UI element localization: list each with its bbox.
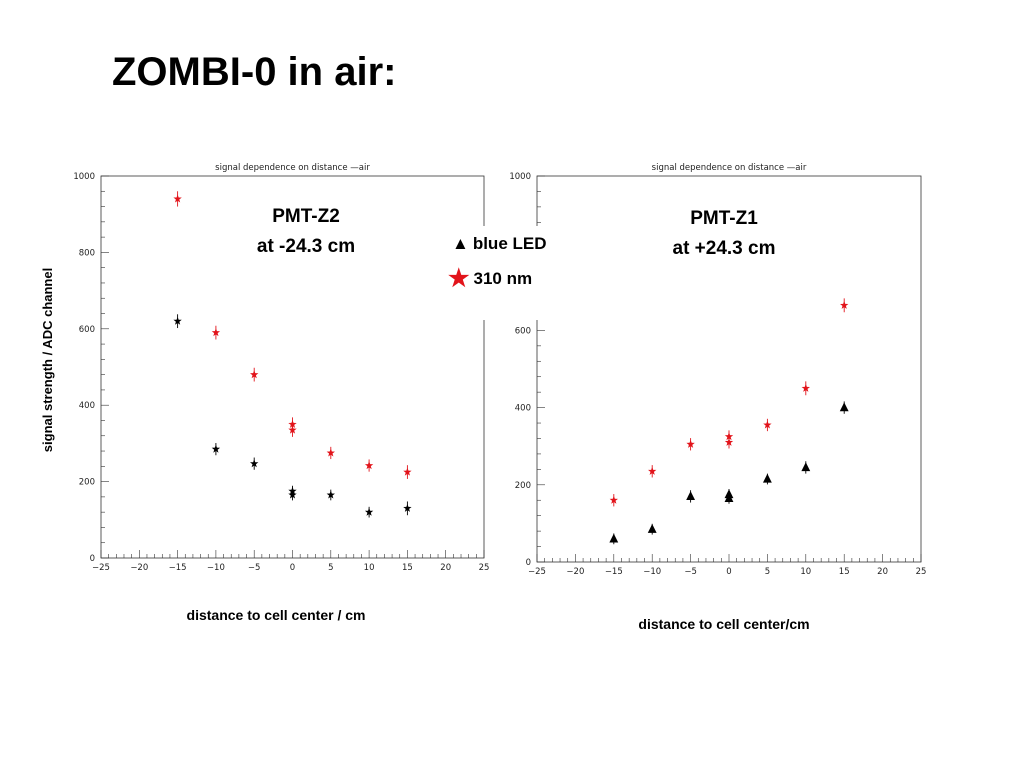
chart1-series-310nm-point [288, 425, 297, 434]
chart2-series-310nm-point [840, 300, 849, 309]
chart2-x-tick-label: 20 [877, 567, 888, 577]
chart2-x-tick-label: 0 [726, 567, 731, 577]
chart2-y-tick-label: 1000 [509, 172, 531, 182]
chart2-series-blue-led-point [686, 491, 696, 501]
chart2-x-tick-label: −20 [566, 567, 584, 577]
chart2-series-310nm-point [763, 420, 772, 429]
chart1-series-310nm-point [364, 461, 374, 470]
chart1-series-blue-led-point [288, 490, 297, 499]
legend-label-blue-led: blue LED [472, 234, 547, 253]
chart1-x-tick-label: −5 [248, 563, 261, 573]
pmt-z1-name: PMT-Z1 [690, 208, 758, 229]
chart2-series-blue-led-point [801, 462, 811, 472]
x-axis-label-left: distance to cell center / cm [186, 607, 366, 623]
chart2-x-tick-label: −10 [643, 567, 661, 577]
chart2-series-310nm-point [801, 383, 810, 392]
chart1-y-tick-label: 0 [90, 554, 95, 564]
chart2-x-tick-label: 25 [916, 567, 927, 577]
y-axis-label: signal strength / ADC channel [40, 267, 55, 453]
chart1-series-blue-led-point [211, 444, 221, 453]
chart1-x-tick-label: 20 [440, 563, 451, 573]
chart2-y-tick-label: 400 [515, 404, 531, 414]
chart2-x-tick-label: 15 [839, 567, 850, 577]
star-icon: ★ [448, 265, 470, 292]
triangle-icon: ▲ [452, 234, 469, 253]
legend: ▲ blue LED ★ 310 nm [440, 226, 564, 320]
chart1-x-tick-label: 15 [402, 563, 413, 573]
chart1-x-tick-label: −10 [207, 563, 225, 573]
chart1-series-blue-led-point [364, 507, 374, 516]
legend-item-310nm: ★ 310 nm [448, 264, 532, 293]
chart1-x-tick-label: 25 [479, 563, 490, 573]
chart1-series-blue-led-point [403, 503, 412, 512]
chart2-x-tick-label: −25 [528, 567, 546, 577]
chart2-series-310nm-point [724, 432, 734, 441]
chart2-y-tick-label: 0 [526, 558, 531, 568]
chart2-x-tick-label: −15 [605, 567, 623, 577]
chart1-series-blue-led-point [173, 316, 182, 325]
chart1-x-tick-label: 10 [364, 563, 375, 573]
chart2-x-tick-label: −5 [684, 567, 697, 577]
chart1-series-310nm-point [326, 448, 335, 457]
chart1-x-tick-label: 5 [328, 563, 333, 573]
chart2-series-310nm-point [686, 439, 695, 448]
pmt-z2-label: PMT-Z2 at -24.3 cm [236, 202, 376, 262]
chart1-y-tick-label: 800 [79, 248, 95, 258]
chart2-x-tick-label: 10 [800, 567, 811, 577]
chart1-y-tick-label: 200 [79, 478, 95, 488]
chart1-x-tick-label: 0 [290, 563, 295, 573]
chart1-x-tick-label: −25 [92, 563, 110, 573]
chart1-series-310nm-point [211, 328, 221, 337]
chart1-series-310nm-point [250, 370, 259, 379]
chart1-y-tick-label: 400 [79, 401, 95, 411]
chart2-series-310nm-point [609, 495, 618, 504]
pmt-z1-label: PMT-Z1 at +24.3 cm [654, 204, 794, 264]
plot-pmt-z2: signal dependence on distance —air −25 −20… [58, 150, 498, 590]
chart1-x-tick-label: −20 [130, 563, 148, 573]
chart1-series-blue-led-point [326, 490, 335, 499]
legend-label-310nm: 310 nm [473, 269, 533, 288]
chart2-series-310nm-point [724, 437, 734, 446]
chart2-series-310nm-point [648, 466, 657, 475]
chart2-series-blue-led [609, 401, 849, 545]
chart1-series-310nm [173, 191, 412, 479]
chart1-series-310nm-point [403, 467, 412, 476]
chart2-title: signal dependence on distance —air [652, 163, 807, 173]
slide-title: ZOMBI-0 in air: [112, 50, 397, 94]
chart2-y-tick-label: 600 [515, 326, 531, 336]
chart2-series-blue-led-point [762, 473, 772, 483]
chart1-series-blue-led [173, 314, 412, 518]
pmt-z1-position: at +24.3 cm [672, 238, 776, 259]
chart2-series-blue-led-point [724, 493, 734, 502]
pmt-z2-position: at -24.3 cm [256, 236, 356, 257]
chart2-series-310nm [609, 298, 849, 507]
chart1-y-tick-label: 1000 [73, 172, 95, 182]
legend-item-blue-led: ▲ blue LED [452, 234, 547, 254]
chart1-y-tick-label: 600 [79, 325, 95, 335]
chart2-series-blue-led-point [647, 523, 657, 533]
chart1-series-blue-led-point [250, 459, 259, 468]
chart2-series-blue-led-point [839, 402, 849, 412]
pmt-z2-name: PMT-Z2 [272, 206, 340, 227]
chart1-series-310nm-point [173, 194, 182, 203]
chart1-title: signal dependence on distance —air [215, 163, 370, 173]
chart2-x-tick-label: 5 [765, 567, 770, 577]
plot-pmt-z2-svg: signal dependence on distance —air −25 −20… [73, 163, 490, 573]
chart2-y-tick-label: 200 [515, 481, 531, 491]
chart2-series-blue-led-point [609, 533, 619, 543]
chart1-x-tick-label: −15 [169, 563, 187, 573]
x-axis-label-right: distance to cell center/cm [638, 616, 810, 632]
